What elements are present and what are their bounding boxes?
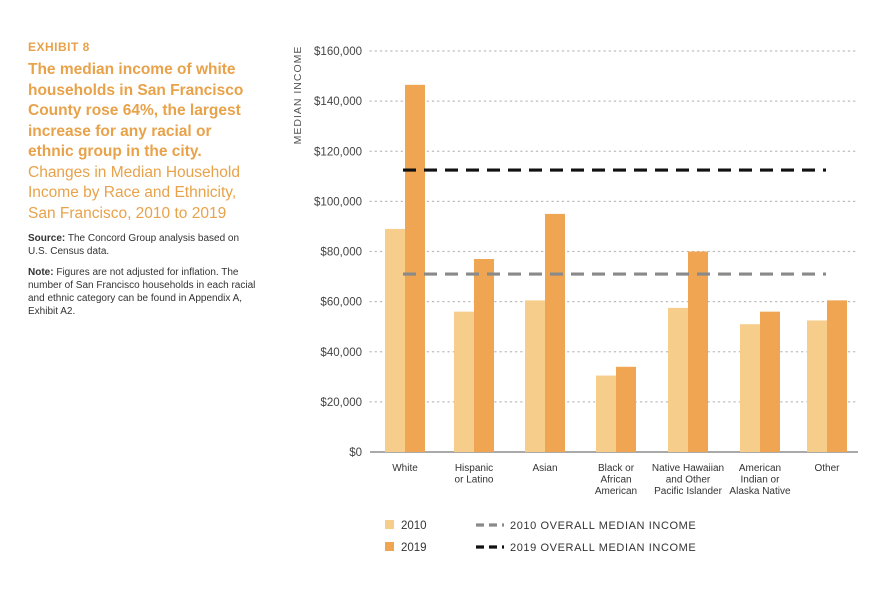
bar-2010 bbox=[668, 307, 688, 452]
y-tick-label: $20,000 bbox=[320, 397, 362, 409]
bar-2019 bbox=[474, 259, 494, 452]
bar-2010 bbox=[525, 300, 545, 452]
bar-2019 bbox=[545, 213, 565, 452]
y-tick-label: $160,000 bbox=[314, 46, 362, 58]
legend-median-2019: 2019 OVERALL MEDIAN INCOME bbox=[510, 542, 696, 554]
note-text: Figures are not adjusted for inflation. … bbox=[28, 267, 256, 317]
legend-median-2010: 2010 OVERALL MEDIAN INCOME bbox=[510, 520, 696, 532]
category-label: African bbox=[600, 475, 631, 486]
category-label: American bbox=[739, 463, 781, 474]
y-tick-label: $40,000 bbox=[320, 347, 362, 359]
y-tick-label: $60,000 bbox=[320, 297, 362, 309]
legend-label-2019: 2019 bbox=[401, 542, 427, 554]
category-label: Indian or bbox=[741, 475, 781, 486]
y-tick-label: $120,000 bbox=[314, 146, 362, 158]
y-tick-label: $80,000 bbox=[320, 247, 362, 259]
y-tick-label: $0 bbox=[349, 447, 362, 459]
legend-label-2010: 2010 bbox=[401, 520, 427, 532]
headline: The median income of white households in… bbox=[28, 61, 244, 160]
exhibit-label: EXHIBIT 8 bbox=[28, 40, 90, 54]
bar-2010 bbox=[385, 228, 405, 452]
bar-2019 bbox=[688, 251, 708, 452]
category-label: and Other bbox=[666, 475, 711, 486]
y-tick-label: $140,000 bbox=[314, 96, 362, 108]
bar-2019 bbox=[405, 84, 425, 452]
source-note: Source: The Concord Group analysis based… bbox=[28, 232, 260, 258]
category-label: Other bbox=[814, 463, 840, 474]
category-label: Pacific Islander bbox=[654, 486, 722, 497]
bar-2010 bbox=[807, 320, 827, 452]
bar-2019 bbox=[827, 300, 847, 452]
category-label: Black or bbox=[598, 463, 635, 474]
category-label: Alaska Native bbox=[729, 486, 791, 497]
category-label: American bbox=[595, 486, 637, 497]
category-label: or Latino bbox=[455, 475, 494, 486]
category-label: Hispanic bbox=[455, 463, 493, 474]
legend-swatch-2019 bbox=[385, 542, 394, 551]
source-text: The Concord Group analysis based on U.S.… bbox=[28, 233, 240, 257]
category-label: White bbox=[392, 463, 418, 474]
bar-2010 bbox=[454, 311, 474, 452]
y-axis-label: MEDIAN INCOME bbox=[292, 46, 304, 145]
category-label: Native Hawaiian bbox=[652, 463, 724, 474]
y-tick-label: $100,000 bbox=[314, 196, 362, 208]
bar-2010 bbox=[740, 324, 760, 452]
source-label: Source: bbox=[28, 233, 66, 244]
legend-swatch-2010 bbox=[385, 520, 394, 529]
bar-2010 bbox=[596, 375, 616, 452]
bar-2019 bbox=[760, 311, 780, 452]
inflation-note: Note: Figures are not adjusted for infla… bbox=[28, 266, 260, 318]
sidebar-text: EXHIBIT 8 The median income of white hou… bbox=[28, 40, 260, 326]
bar-2019 bbox=[616, 366, 636, 452]
note-label: Note: bbox=[28, 267, 54, 278]
category-label: Asian bbox=[532, 463, 557, 474]
chart-subtitle: Changes in Median Household Income by Ra… bbox=[28, 163, 240, 222]
